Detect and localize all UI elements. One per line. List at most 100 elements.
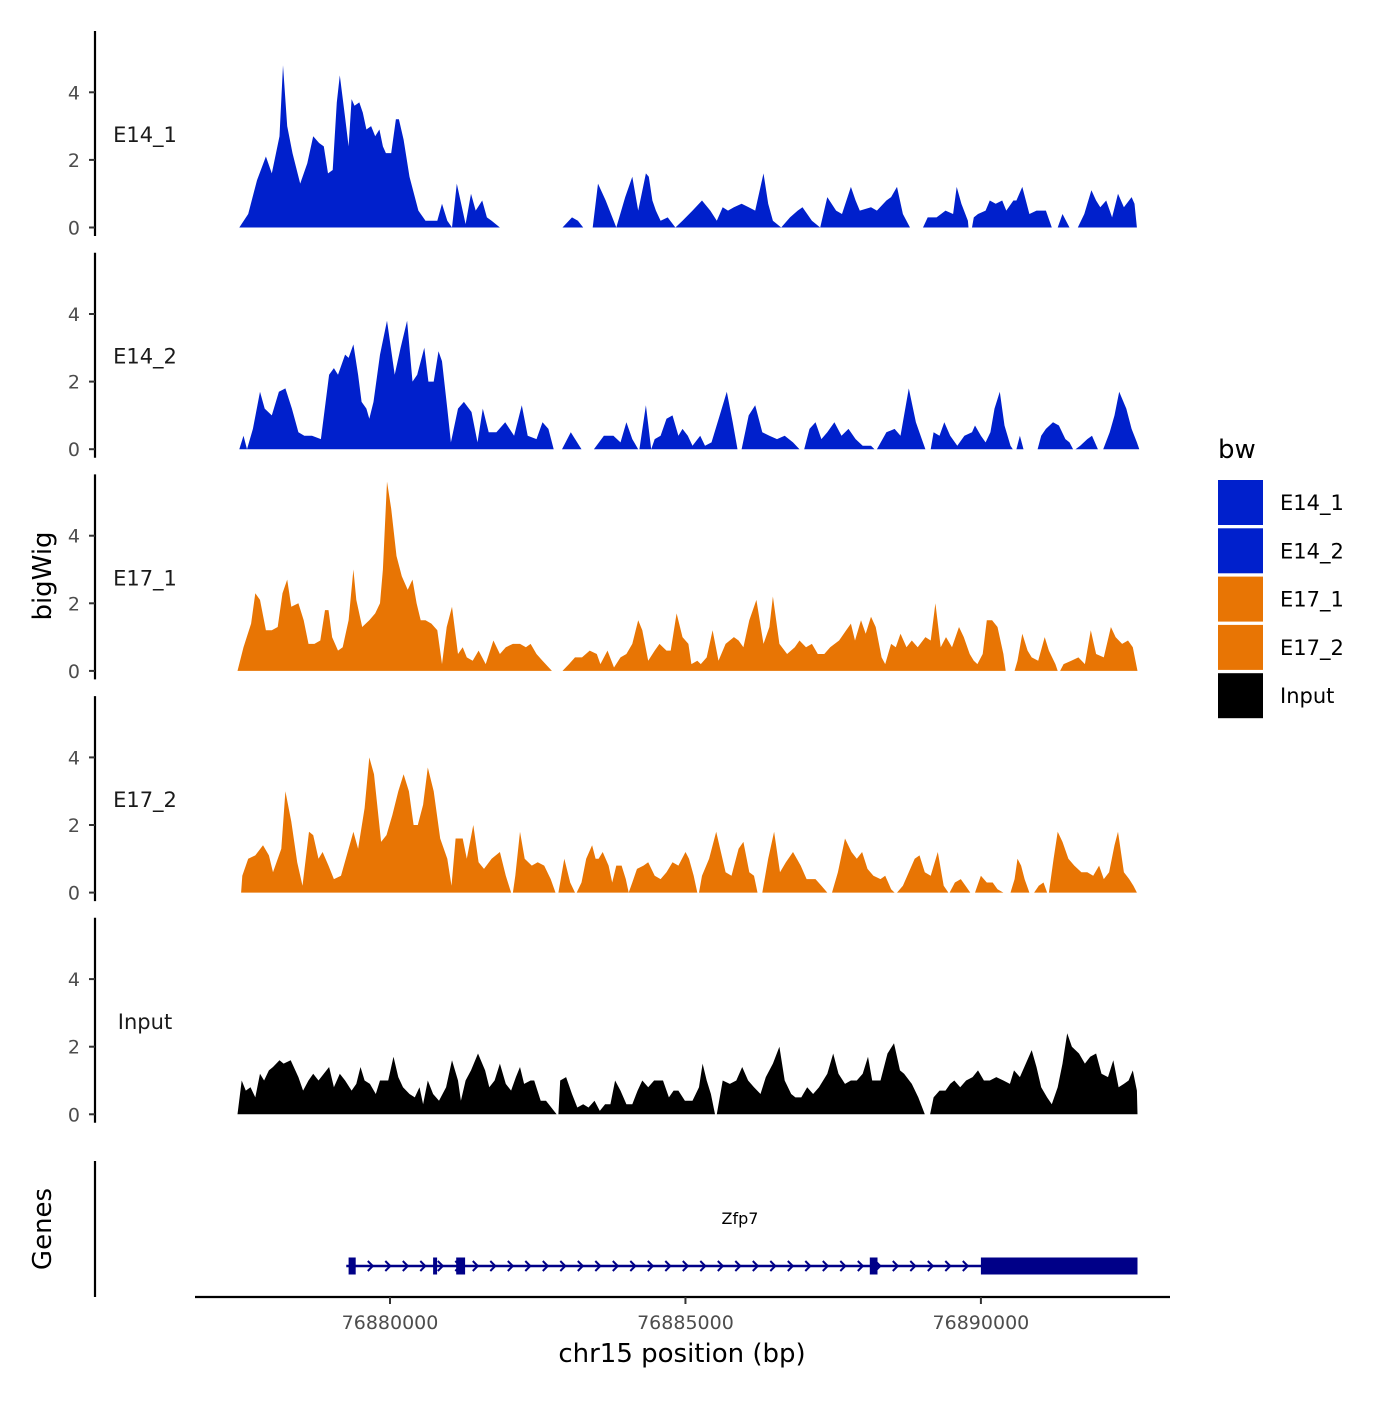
strand-arrow (577, 1260, 585, 1272)
strand-arrow (822, 1260, 830, 1272)
strand-arrow (419, 1260, 427, 1272)
legend-swatch-input (1218, 673, 1263, 719)
legend-label-e17-2: E17_2 (1280, 636, 1344, 661)
y-tick-label: 0 (68, 883, 80, 905)
y-tick-label: 2 (68, 372, 80, 394)
strand-arrow (962, 1260, 970, 1272)
strand-arrow (542, 1260, 550, 1272)
gene-exon (348, 1257, 356, 1275)
strand-arrow (612, 1260, 620, 1272)
y-tick-label: 4 (68, 304, 80, 326)
genes-track-label: Genes (28, 1188, 58, 1270)
strand-arrow (384, 1260, 392, 1272)
legend-label-input: Input (1280, 684, 1334, 708)
area-e17-2 (1048, 831, 1137, 893)
strand-arrow (629, 1260, 637, 1272)
legend-swatch-e14-2 (1218, 528, 1263, 574)
area-e14-2 (876, 388, 926, 450)
strand-arrow (507, 1260, 515, 1272)
strand-arrow (839, 1260, 847, 1272)
legend-title: bw (1218, 435, 1256, 465)
area-e17-2 (975, 875, 1004, 893)
area-e14-2 (1103, 391, 1140, 450)
area-e17-1 (1014, 633, 1058, 671)
gene-exon (456, 1257, 466, 1275)
area-e14-1 (1077, 190, 1137, 228)
gene-exon (869, 1257, 878, 1275)
area-e14-2 (930, 391, 1013, 450)
track-e14-2: 0 2 4 E14_2 (68, 252, 1140, 461)
area-e14-1 (239, 65, 500, 228)
area-e14-1 (923, 186, 969, 228)
area-e17-1 (562, 596, 1006, 671)
x-axis: 76880000 76885000 76890000 (195, 1295, 1170, 1334)
strand-arrow (909, 1260, 917, 1272)
strand-arrow (857, 1260, 865, 1272)
y-axis-title: bigWig (28, 531, 58, 620)
area-e17-1 (237, 481, 552, 671)
legend-swatch-e17-1 (1218, 576, 1263, 622)
area-e17-2 (762, 831, 828, 893)
legend-swatch-e14-1 (1218, 480, 1263, 525)
y-tick-label: 2 (68, 1037, 80, 1059)
strand-arrow (769, 1260, 777, 1272)
strand-arrow (472, 1260, 480, 1272)
area-e17-2 (897, 852, 949, 893)
area-e17-2 (699, 831, 758, 893)
legend: bw E14_1 E14_2 E17_1 E17_2 Input (1218, 435, 1344, 719)
area-e17-2 (558, 858, 575, 893)
track-e17-2: 0 2 4 E17_2 (68, 696, 1137, 905)
x-tick-label: 76885000 (637, 1312, 734, 1334)
legend-label-e14-1: E14_1 (1280, 491, 1344, 516)
track-label: Input (118, 1010, 172, 1034)
strand-arrow (367, 1260, 375, 1272)
strand-arrow (437, 1260, 445, 1272)
area-input (558, 1063, 715, 1115)
strand-arrow (804, 1260, 812, 1272)
y-tick-label: 2 (68, 593, 80, 615)
tracks-group: 0 2 4 E14_1 0 2 4 E14_2 0 2 4 E17_1 0 2 4 E17_2 0 2 4 Input (68, 31, 1140, 1126)
y-tick-label: 4 (68, 747, 80, 769)
y-tick-label: 0 (68, 439, 80, 461)
strand-arrow (787, 1260, 795, 1272)
area-e17-1 (1060, 627, 1138, 671)
track-label: E17_2 (113, 788, 177, 813)
x-tick-label: 76880000 (342, 1312, 439, 1334)
area-input (930, 1033, 1138, 1115)
gene-exon (433, 1257, 438, 1275)
y-tick-label: 2 (68, 815, 80, 837)
area-e17-2 (1034, 882, 1048, 893)
area-e17-2 (576, 845, 629, 893)
area-e14-2 (1037, 422, 1074, 450)
area-e14-2 (1075, 435, 1098, 450)
track-e17-1: 0 2 4 E17_1 (68, 474, 1138, 683)
y-tick-label: 0 (68, 1104, 80, 1126)
strand-arrow (699, 1260, 707, 1272)
area-e14-2 (1016, 435, 1024, 450)
strand-arrow (734, 1260, 742, 1272)
y-tick-label: 4 (68, 82, 80, 104)
y-tick-label: 0 (68, 218, 80, 240)
strand-arrow (489, 1260, 497, 1272)
area-e17-2 (949, 879, 971, 893)
area-e14-2 (562, 432, 582, 450)
area-e14-1 (562, 217, 584, 228)
area-e14-1 (972, 186, 1070, 228)
legend-label-e14-2: E14_2 (1280, 539, 1344, 564)
strand-arrow (524, 1260, 532, 1272)
x-axis-title: chr15 position (bp) (558, 1339, 805, 1369)
x-tick-label: 76890000 (933, 1312, 1030, 1334)
y-tick-label: 2 (68, 150, 80, 172)
track-label: E14_2 (113, 345, 177, 370)
strand-arrow (944, 1260, 952, 1272)
strand-arrow (594, 1260, 602, 1272)
track-label: E17_1 (113, 566, 177, 591)
area-e14-2 (593, 422, 639, 450)
strand-arrow (717, 1260, 725, 1272)
area-e14-2 (639, 391, 738, 450)
strand-arrow (927, 1260, 935, 1272)
strand-arrow (647, 1260, 655, 1272)
area-input (237, 1053, 557, 1115)
area-e17-2 (628, 852, 698, 893)
